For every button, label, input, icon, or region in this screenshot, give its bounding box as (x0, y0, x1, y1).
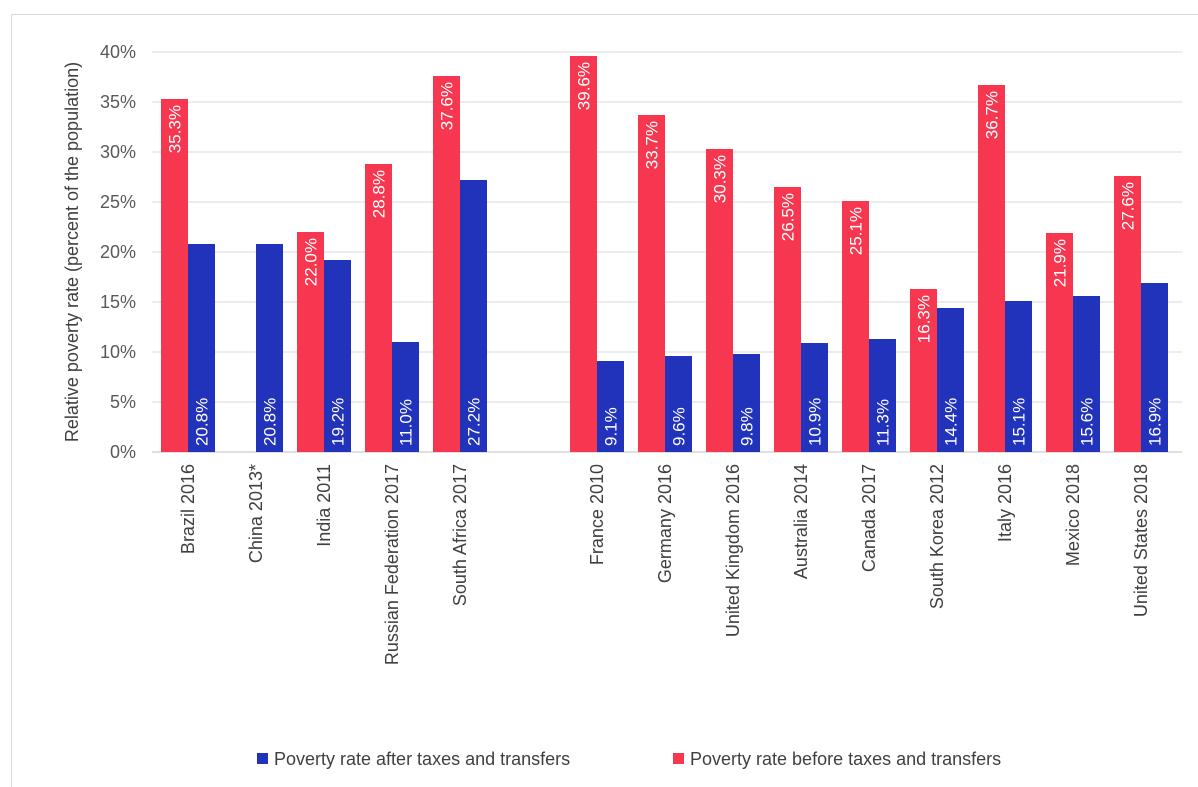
legend: Poverty rate after taxes and transfers P… (257, 749, 1001, 769)
data-label-after: 16.9% (1146, 398, 1165, 446)
y-tick-label: 10% (100, 342, 136, 362)
bar-before (638, 115, 665, 452)
bar-after (665, 356, 692, 452)
category-label: India 2011 (314, 464, 334, 547)
data-label-before: 22.0% (302, 238, 321, 286)
bar-after (392, 342, 419, 452)
data-label-after: 20.8% (261, 398, 280, 446)
bar-after (188, 244, 215, 452)
bar-before (1114, 176, 1141, 452)
bar-after (801, 343, 828, 452)
bar-after (597, 361, 624, 452)
bar-before (297, 232, 324, 452)
legend-label-before: Poverty rate before taxes and transfers (690, 749, 1001, 769)
legend-label-after: Poverty rate after taxes and transfers (274, 749, 570, 769)
data-label-before: 21.9% (1051, 239, 1070, 287)
data-label-after: 20.8% (193, 398, 212, 446)
data-label-before: 30.3% (711, 155, 730, 203)
data-label-after: 9.8% (738, 407, 757, 446)
bar-after (937, 308, 964, 452)
y-tick-label: 40% (100, 42, 136, 62)
bar-before (706, 149, 733, 452)
bar-before (978, 85, 1005, 452)
category-label: United Kingdom 2016 (723, 464, 743, 637)
y-tick-label: 0% (110, 442, 136, 462)
data-label-after: 9.1% (602, 407, 621, 446)
category-label: France 2010 (587, 464, 607, 565)
category-label: Mexico 2018 (1063, 464, 1083, 566)
bar-before (774, 187, 801, 452)
bar-after (1073, 296, 1100, 452)
category-label: Russian Federation 2017 (382, 464, 402, 665)
bar-after (460, 180, 487, 452)
data-label-after: 11.0% (397, 399, 416, 446)
y-tick-label: 25% (100, 192, 136, 212)
data-labels: 35.3% 20.8% 20.8% 22.0% 19.2% 28.8% 11.0% 37.6%… (166, 62, 1165, 446)
y-tick-label: 15% (100, 292, 136, 312)
y-tick-label: 20% (100, 242, 136, 262)
category-label: China 2013* (246, 464, 266, 563)
bar-before (433, 76, 460, 452)
category-label: Germany 2016 (655, 464, 675, 583)
category-label: United States 2018 (1131, 464, 1151, 617)
y-axis-label: Relative poverty rate (percent of the po… (62, 62, 82, 442)
bar-before (910, 289, 937, 452)
y-tick-label: 5% (110, 392, 136, 412)
data-label-after: 15.6% (1078, 398, 1097, 446)
data-label-after: 27.2% (465, 398, 484, 446)
bar-after (324, 260, 351, 452)
data-label-after: 10.9% (806, 398, 825, 446)
category-label: South Africa 2017 (450, 464, 470, 606)
category-label: South Korea 2012 (927, 464, 947, 609)
bar-after (733, 354, 760, 452)
bar-after (869, 339, 896, 452)
y-tick-labels: 0% 5% 10% 15% 20% 25% 30% 35% 40% (100, 42, 136, 462)
data-label-after: 14.4% (942, 398, 961, 446)
category-label: Canada 2017 (859, 464, 879, 572)
category-label: Australia 2014 (791, 464, 811, 579)
data-label-before: 39.6% (575, 62, 594, 110)
y-tick-label: 35% (100, 92, 136, 112)
chart-area (11, 14, 1198, 787)
bar-after (1141, 283, 1168, 452)
category-labels: Brazil 2016 China 2013* India 2011 Russian … (178, 464, 1151, 665)
bar-before (1046, 233, 1073, 452)
legend-swatch-before (673, 753, 684, 764)
data-label-after: 15.1% (1010, 398, 1029, 446)
bars (161, 56, 1168, 452)
data-label-after: 19.2% (329, 398, 348, 446)
bar-before (570, 56, 597, 452)
bar-before (161, 99, 188, 452)
data-label-before: 35.3% (166, 105, 185, 153)
data-label-before: 28.8% (370, 170, 389, 218)
data-label-after: 11.3% (874, 399, 893, 446)
data-label-before: 26.5% (779, 193, 798, 241)
data-label-before: 27.6% (1119, 182, 1138, 230)
data-label-after: 9.6% (670, 407, 689, 446)
category-label: Italy 2016 (995, 464, 1015, 542)
category-label: Brazil 2016 (178, 464, 198, 554)
data-label-before: 37.6% (438, 82, 457, 130)
data-label-before: 16.3% (915, 295, 934, 343)
data-label-before: 25.1% (847, 207, 866, 255)
data-label-before: 36.7% (983, 91, 1002, 139)
y-tick-label: 30% (100, 142, 136, 162)
bar-after (256, 244, 283, 452)
bar-before (842, 201, 869, 452)
bar-before (365, 164, 392, 452)
legend-swatch-after (257, 753, 268, 764)
bar-after (1005, 301, 1032, 452)
data-label-before: 33.7% (643, 121, 662, 169)
